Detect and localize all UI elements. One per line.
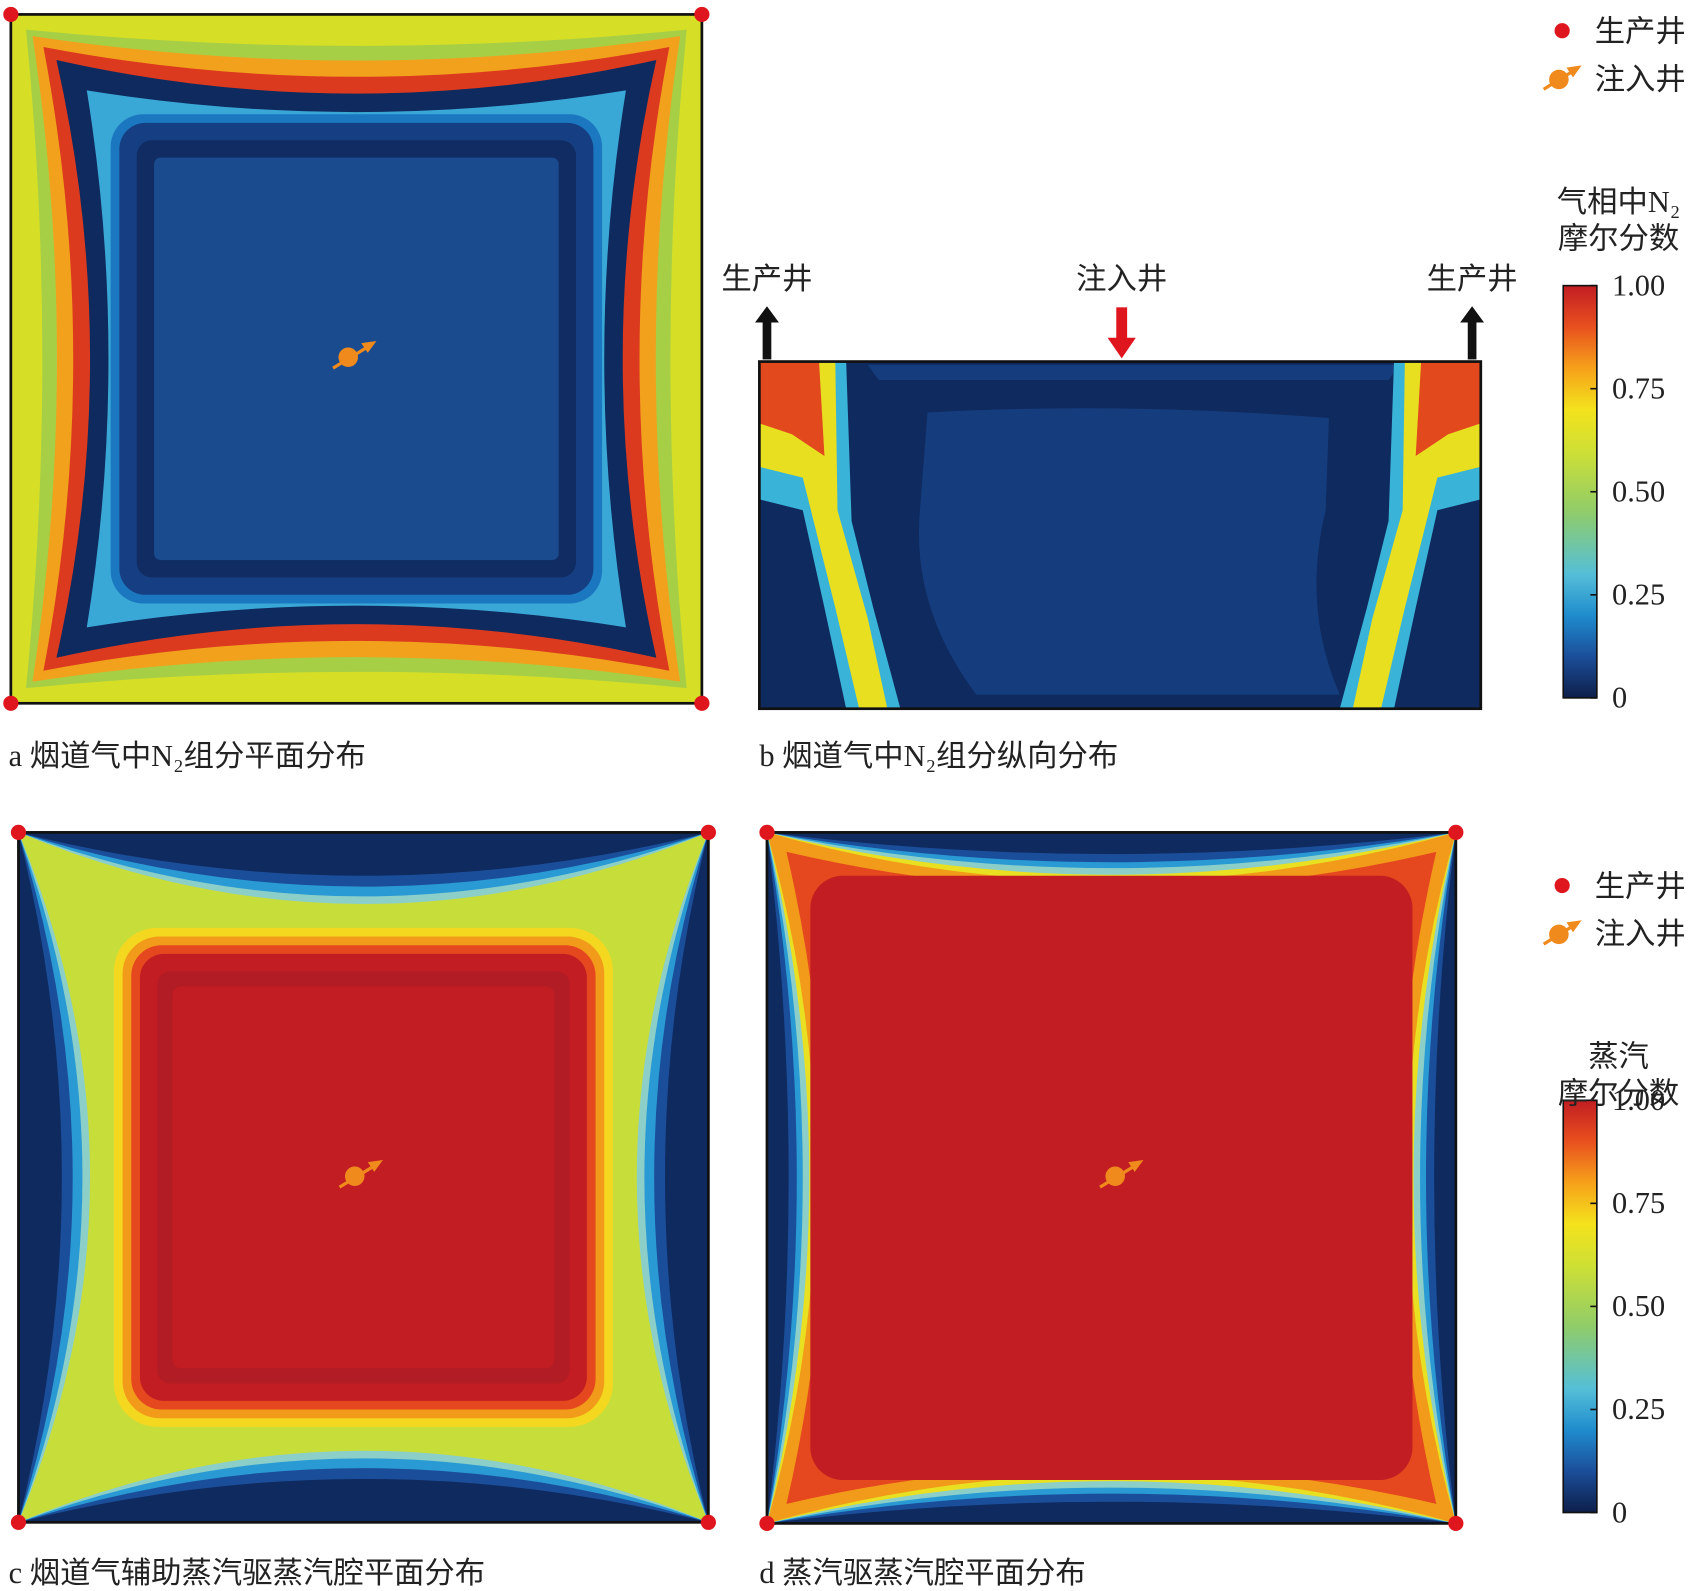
colorbar-tick-label: 0: [1612, 1495, 1627, 1529]
injection-well: [344, 1166, 365, 1187]
contour-band: [918, 408, 1340, 695]
production-well: [759, 1515, 775, 1532]
panel-caption: d 蒸汽驱蒸汽腔平面分布: [759, 1556, 1085, 1590]
production-well: [1448, 824, 1464, 840]
legend-label: 注入井: [1595, 917, 1686, 951]
well-label: 注入井: [1076, 262, 1167, 296]
contour-band: [867, 364, 1400, 381]
colorbar-title: 摩尔分数: [1558, 1077, 1679, 1111]
production-well: [694, 695, 710, 711]
injection-well: [1105, 1166, 1125, 1187]
map-border: [765, 831, 1458, 1525]
colorbar-tick-label: 0.25: [1612, 1392, 1665, 1426]
production-well: [1448, 1515, 1464, 1532]
production-well: [3, 6, 19, 23]
colorbar-title: 蒸汽: [1588, 1040, 1649, 1074]
legend-production-well: [1554, 23, 1570, 39]
production-well: [694, 6, 710, 23]
legend-injection-well: [1566, 65, 1582, 78]
colorbar-tick-label: 0.50: [1612, 1289, 1665, 1323]
injection-well-arrow: [361, 340, 377, 353]
legend-label: 生产井: [1595, 15, 1686, 49]
legend-label: 注入井: [1595, 62, 1686, 96]
legend-injection-well: [1549, 69, 1569, 90]
colorbar-tick-label: 0.50: [1612, 475, 1665, 509]
colorbar-tick-label: 1.00: [1612, 268, 1665, 302]
colorbar-tick-label: 0.25: [1612, 578, 1665, 612]
well-arrow: [755, 306, 779, 323]
injection-well-arrow: [1128, 1160, 1144, 1172]
well-label: 生产井: [1427, 262, 1518, 296]
injection-well-arrow: [367, 1160, 383, 1172]
well-arrow: [1107, 337, 1136, 359]
well-arrow: [1460, 306, 1485, 323]
legend-injection-well: [1549, 924, 1569, 945]
well-arrow: [1116, 307, 1128, 340]
map-border: [9, 13, 704, 705]
production-well: [759, 824, 775, 840]
colorbar-title: 摩尔分数: [1558, 222, 1679, 256]
colorbar-tick-label: 0.75: [1612, 371, 1665, 405]
legend-production-well: [1554, 877, 1570, 894]
colorbar-tick-label: 0.75: [1612, 1186, 1665, 1220]
well-arrow: [762, 320, 772, 360]
colorbar-title: 气相中N₂: [1557, 185, 1681, 219]
contour-band: [759, 361, 888, 709]
colorbar-tick-label: 0: [1612, 681, 1627, 715]
production-well: [3, 695, 19, 711]
production-well: [700, 1514, 716, 1530]
panel-caption: b 烟道气中N₂组分纵向分布: [759, 739, 1118, 773]
well-arrow: [1467, 320, 1477, 360]
map-border: [758, 360, 1483, 711]
contour-band: [759, 361, 825, 456]
injection-well: [338, 347, 358, 367]
map-border: [17, 831, 710, 1524]
production-well: [10, 1514, 27, 1530]
contour-band: [1415, 361, 1481, 456]
colorbar-tick-label: 1.00: [1612, 1083, 1665, 1117]
well-label: 生产井: [721, 262, 812, 296]
contour-band: [1352, 361, 1481, 709]
production-well: [10, 824, 27, 840]
legend-label: 生产井: [1595, 869, 1686, 903]
legend-injection-well: [1566, 920, 1582, 933]
contour-maps: [3, 6, 1598, 1532]
panel-caption: c 烟道气辅助蒸汽驱蒸汽腔平面分布: [9, 1556, 485, 1590]
production-well: [700, 824, 716, 840]
panel-caption: a 烟道气中N₂组分平面分布: [9, 739, 366, 773]
